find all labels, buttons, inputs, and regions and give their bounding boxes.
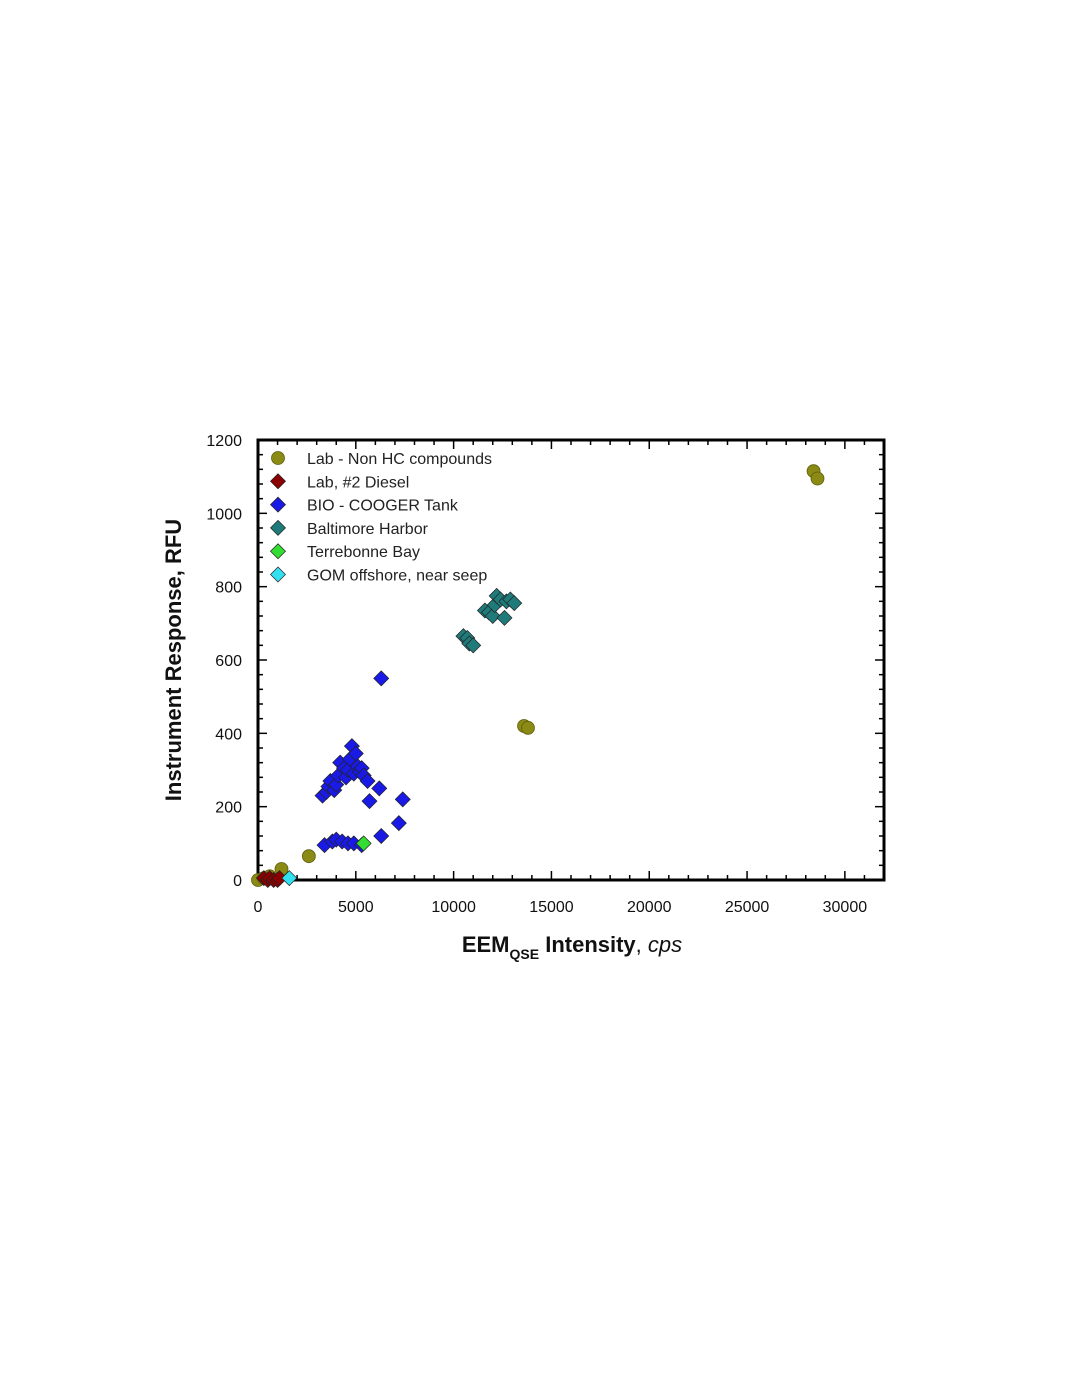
legend-label-2: BIO - COOGER Tank [307, 498, 459, 515]
y-tick-label: 1200 [206, 433, 242, 450]
y-tick-label: 200 [215, 800, 242, 817]
y-tick-label: 800 [215, 580, 242, 597]
y-tick-label: 0 [233, 873, 242, 890]
y-tick-label: 1000 [206, 506, 242, 523]
x-axis-title-subscript: QSE [510, 946, 540, 962]
legend-marker-5 [270, 566, 286, 583]
x-tick-label: 25000 [725, 899, 770, 916]
data-point-series-2 [359, 773, 376, 789]
x-tick-label: 10000 [431, 899, 476, 916]
legend-label-4: Terrebonne Bay [307, 544, 420, 561]
legend-label-5: GOM offshore, near seep [307, 568, 487, 585]
data-point-series-3 [496, 609, 513, 626]
data-point-series-5 [281, 870, 298, 887]
data-point-series-0 [810, 471, 825, 486]
legend-marker-3 [270, 519, 286, 536]
data-marks [251, 464, 825, 888]
data-point-series-2 [361, 793, 378, 810]
x-tick-label: 5000 [338, 899, 374, 916]
legend-label-1: Lab, #2 Diesel [307, 474, 409, 491]
x-axis-title-main: EEM [462, 932, 510, 957]
data-point-series-2 [371, 780, 388, 797]
legend-marker-1 [270, 473, 286, 490]
data-point-series-2 [394, 791, 411, 808]
data-point-series-2 [390, 815, 407, 832]
x-axis-title-rest: Intensity [539, 932, 636, 957]
x-axis-title: EEMQSE Intensity, cps [462, 932, 682, 962]
y-tick-label: 400 [215, 726, 242, 743]
x-axis-title-comma: , [636, 932, 648, 957]
y-tick-label: 600 [215, 653, 242, 670]
axes: 0 5000 10000 15000 20000 25000 30000 0 200 400 600… [206, 433, 885, 916]
legend-marker-2 [270, 496, 286, 513]
x-tick-label: 30000 [823, 899, 868, 916]
legend-label-3: Baltimore Harbor [307, 521, 429, 538]
data-point-series-3 [484, 608, 501, 624]
data-point-series-3 [506, 595, 523, 612]
y-axis-title: Instrument Response, RFU [161, 519, 186, 801]
data-point-series-0 [301, 849, 316, 864]
data-point-series-2 [373, 670, 390, 687]
legend-marker-4 [270, 543, 286, 560]
data-point-series-0 [521, 720, 535, 735]
x-tick-label: 0 [254, 899, 263, 916]
x-axis-title-unit: cps [648, 932, 682, 957]
legend: Lab - Non HC compounds Lab, #2 Diesel BIO … [270, 451, 492, 585]
data-point-series-4 [355, 835, 372, 852]
data-point-series-3 [465, 637, 482, 654]
x-tick-label: 20000 [627, 899, 672, 916]
legend-label-0: Lab - Non HC compounds [307, 451, 492, 468]
data-point-series-2 [373, 828, 390, 844]
x-tick-label: 15000 [529, 899, 574, 916]
legend-marker-0 [271, 451, 285, 465]
